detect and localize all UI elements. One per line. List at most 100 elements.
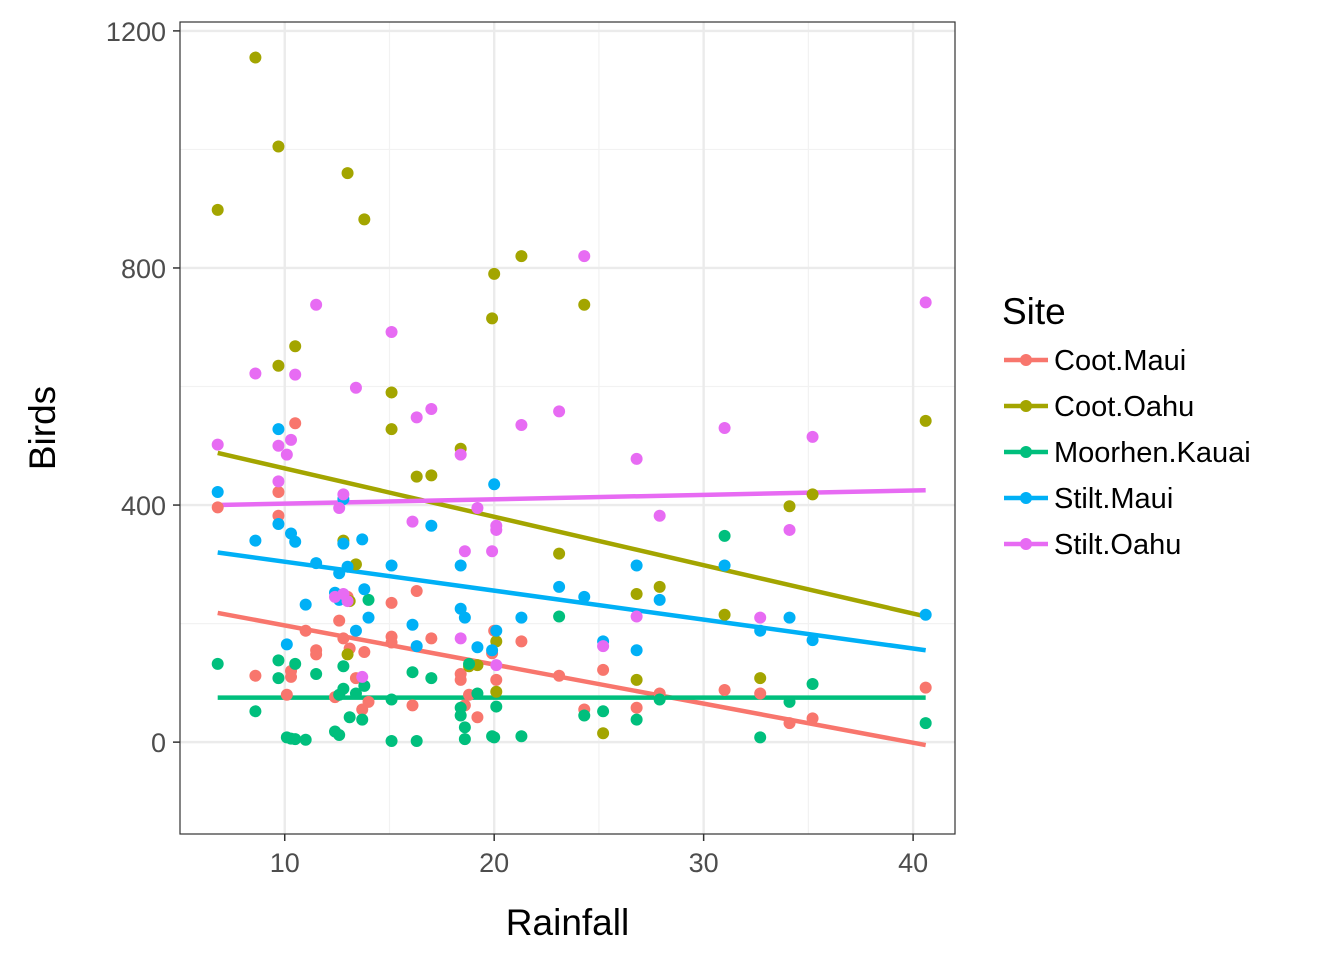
data-point-moorhen-kauai	[406, 666, 419, 679]
data-point-stilt-maui	[425, 519, 438, 532]
data-point-coot-maui	[299, 624, 312, 637]
data-point-coot-oahu	[515, 250, 528, 263]
data-point-coot-maui	[806, 712, 819, 725]
data-point-stilt-oahu	[410, 411, 423, 424]
data-point-stilt-oahu	[490, 659, 503, 672]
data-point-stilt-maui	[718, 559, 731, 572]
data-point-stilt-maui	[272, 423, 285, 436]
data-point-coot-maui	[515, 635, 528, 648]
x-tick-label: 40	[898, 848, 928, 878]
data-point-stilt-oahu	[285, 433, 298, 446]
data-point-moorhen-kauai	[272, 654, 285, 667]
data-point-coot-maui	[211, 501, 224, 514]
data-point-moorhen-kauai	[337, 660, 350, 673]
data-point-coot-oahu	[630, 673, 643, 686]
data-point-coot-maui	[385, 636, 398, 649]
data-point-stilt-maui	[653, 593, 666, 606]
data-point-moorhen-kauai	[458, 733, 471, 746]
data-point-coot-maui	[249, 669, 262, 682]
data-point-stilt-maui	[341, 560, 354, 573]
data-point-coot-maui	[919, 681, 932, 694]
data-point-stilt-oahu	[471, 502, 484, 515]
data-point-stilt-oahu	[490, 519, 503, 532]
data-point-coot-maui	[362, 695, 375, 708]
data-point-coot-oahu	[488, 267, 501, 280]
legend-label: Coot.Oahu	[1054, 391, 1194, 423]
data-point-stilt-oahu	[718, 422, 731, 434]
data-point-coot-oahu	[425, 469, 438, 482]
data-point-stilt-oahu	[630, 610, 643, 623]
data-point-moorhen-kauai	[385, 693, 398, 706]
data-point-coot-oahu	[358, 213, 371, 226]
data-point-coot-maui	[272, 486, 285, 499]
data-point-stilt-maui	[490, 624, 503, 637]
data-point-moorhen-kauai	[578, 709, 591, 722]
data-point-stilt-oahu	[630, 452, 643, 465]
data-point-coot-maui	[310, 644, 323, 657]
data-point-coot-oahu	[578, 298, 591, 311]
data-point-stilt-maui	[488, 478, 501, 491]
data-point-stilt-oahu	[578, 250, 591, 263]
data-point-moorhen-kauai	[553, 610, 566, 623]
x-tick-label: 20	[479, 848, 509, 878]
data-point-stilt-maui	[919, 608, 932, 621]
data-point-moorhen-kauai	[718, 529, 731, 542]
legend-key-point	[1020, 400, 1032, 412]
y-tick-label: 0	[151, 728, 166, 758]
data-point-coot-oahu	[410, 470, 423, 483]
x-tick-label: 30	[689, 848, 719, 878]
data-point-coot-oahu	[597, 727, 610, 740]
data-point-stilt-oahu	[425, 403, 438, 416]
data-point-stilt-maui	[211, 486, 224, 499]
data-point-stilt-oahu	[458, 545, 471, 558]
data-point-coot-oahu	[341, 167, 354, 180]
data-point-coot-maui	[597, 663, 610, 676]
data-point-stilt-oahu	[919, 296, 932, 309]
data-point-stilt-oahu	[486, 545, 499, 558]
data-point-stilt-maui	[754, 624, 767, 637]
data-point-stilt-maui	[486, 644, 499, 657]
data-point-moorhen-kauai	[289, 733, 302, 746]
legend-key-point	[1020, 492, 1032, 504]
data-point-coot-maui	[289, 417, 302, 430]
data-point-stilt-oahu	[211, 438, 224, 451]
data-point-stilt-maui	[356, 533, 369, 546]
data-point-moorhen-kauai	[597, 705, 610, 718]
data-point-stilt-maui	[310, 557, 323, 570]
data-point-coot-oahu	[919, 414, 932, 427]
data-point-stilt-oahu	[333, 502, 346, 515]
data-point-moorhen-kauai	[463, 657, 476, 670]
data-point-stilt-oahu	[310, 298, 323, 311]
data-point-coot-oahu	[553, 547, 566, 560]
data-point-stilt-maui	[272, 518, 285, 531]
data-point-moorhen-kauai	[754, 731, 767, 744]
data-point-coot-maui	[410, 584, 423, 597]
data-point-moorhen-kauai	[289, 657, 302, 670]
data-point-stilt-oahu	[406, 515, 419, 528]
data-point-stilt-maui	[454, 602, 467, 615]
data-point-moorhen-kauai	[783, 695, 796, 708]
data-point-stilt-maui	[358, 583, 371, 596]
data-point-stilt-maui	[289, 535, 302, 548]
data-point-coot-oahu	[630, 587, 643, 600]
data-point-moorhen-kauai	[349, 687, 362, 700]
data-point-moorhen-kauai	[458, 721, 471, 734]
data-point-coot-maui	[471, 711, 484, 724]
data-point-coot-oahu	[486, 312, 499, 325]
legend-key-point	[1020, 354, 1032, 366]
data-point-stilt-maui	[333, 567, 346, 580]
data-point-coot-maui	[630, 701, 643, 714]
data-point-moorhen-kauai	[385, 734, 398, 747]
data-point-stilt-oahu	[754, 611, 767, 624]
data-point-moorhen-kauai	[333, 729, 346, 742]
legend-title: Site	[1002, 291, 1066, 332]
y-axis-title: Birds	[22, 386, 63, 470]
data-point-stilt-maui	[385, 559, 398, 572]
data-point-stilt-maui	[806, 634, 819, 647]
data-point-coot-oahu	[341, 648, 354, 661]
data-point-moorhen-kauai	[362, 593, 375, 606]
data-point-moorhen-kauai	[630, 713, 643, 726]
y-tick-label: 800	[121, 254, 166, 284]
